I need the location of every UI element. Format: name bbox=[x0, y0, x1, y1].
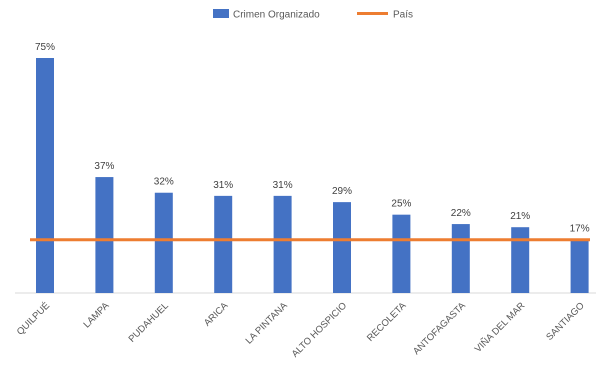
data-label-antofagasta: 22% bbox=[451, 208, 471, 219]
bar-recoleta bbox=[392, 214, 411, 293]
legend-swatch-crimen-organizado bbox=[213, 9, 229, 18]
bars bbox=[36, 58, 589, 293]
bar-arica bbox=[214, 195, 233, 293]
data-label-la-pintana: 31% bbox=[273, 180, 293, 191]
bar-vina-del-mar bbox=[511, 227, 530, 293]
data-label-pudahuel: 32% bbox=[154, 177, 174, 188]
bar-antofagasta bbox=[451, 224, 470, 293]
data-label-quilpue: 75% bbox=[35, 42, 55, 53]
data-label-lampa: 37% bbox=[94, 161, 114, 172]
data-label-alto-hospicio: 29% bbox=[332, 186, 352, 197]
data-labels: 75% 37% 32% 31% 31% 29% 25% 22% 21% 17% bbox=[35, 42, 590, 235]
bar-la-pintana bbox=[273, 195, 292, 293]
data-label-vina-del-mar: 21% bbox=[510, 211, 530, 222]
legend-label-pais: País bbox=[393, 10, 413, 21]
bar-santiago bbox=[570, 239, 589, 293]
bar-lampa bbox=[95, 177, 114, 293]
bar-quilpue bbox=[36, 58, 54, 293]
data-label-santiago: 17% bbox=[570, 224, 590, 235]
legend-label-crimen-organizado: Crimen Organizado bbox=[233, 10, 320, 21]
data-label-recoleta: 25% bbox=[391, 199, 411, 210]
legend: Crimen Organizado País bbox=[213, 9, 413, 21]
bar-pudahuel bbox=[154, 192, 173, 293]
bar-alto-hospicio bbox=[333, 202, 351, 293]
data-label-arica: 31% bbox=[213, 180, 233, 191]
